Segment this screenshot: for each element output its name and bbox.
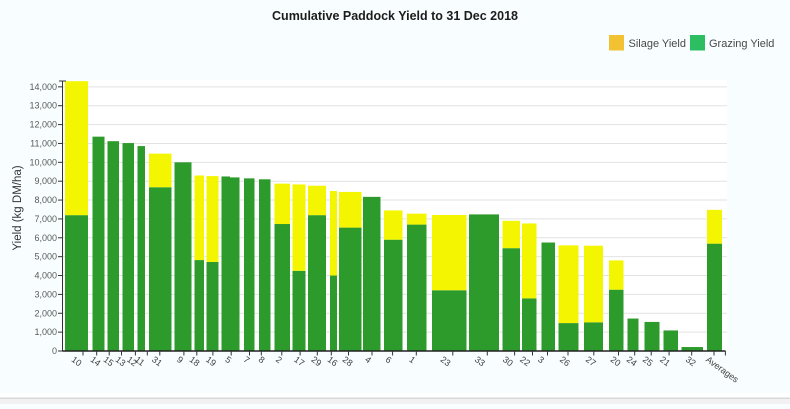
svg-text:5: 5	[223, 354, 233, 365]
svg-text:20: 20	[609, 354, 623, 368]
svg-text:2: 2	[274, 354, 284, 365]
svg-text:Grazing Yield: Grazing Yield	[709, 38, 774, 50]
svg-text:16: 16	[326, 354, 340, 368]
svg-text:7,000: 7,000	[34, 214, 57, 224]
svg-text:Yield (kg DM/ha): Yield (kg DM/ha)	[12, 165, 24, 250]
svg-text:8: 8	[257, 354, 267, 365]
svg-text:21: 21	[658, 354, 672, 368]
svg-text:29: 29	[309, 354, 323, 368]
svg-text:7: 7	[242, 354, 252, 365]
svg-text:Cumulative Paddock Yield to 31: Cumulative Paddock Yield to 31 Dec 2018	[272, 9, 518, 23]
svg-text:22: 22	[518, 354, 532, 368]
svg-text:27: 27	[584, 354, 598, 368]
svg-text:32: 32	[684, 354, 698, 368]
svg-text:Silage Yield: Silage Yield	[629, 38, 687, 50]
svg-text:3,000: 3,000	[34, 289, 57, 299]
svg-text:33: 33	[473, 354, 487, 368]
svg-text:3: 3	[536, 354, 546, 365]
svg-text:17: 17	[292, 354, 306, 368]
svg-text:30: 30	[501, 354, 515, 368]
svg-text:19: 19	[204, 354, 218, 368]
svg-text:4: 4	[363, 354, 373, 365]
svg-text:8,000: 8,000	[34, 195, 57, 205]
svg-text:10,000: 10,000	[29, 157, 57, 167]
svg-text:26: 26	[558, 354, 572, 368]
svg-text:28: 28	[341, 354, 355, 368]
svg-text:13,000: 13,000	[29, 101, 57, 111]
svg-text:14: 14	[89, 354, 103, 368]
svg-text:1: 1	[407, 354, 417, 365]
svg-text:6,000: 6,000	[34, 233, 57, 243]
svg-text:0: 0	[52, 346, 57, 356]
svg-text:15: 15	[102, 354, 116, 368]
svg-text:6: 6	[384, 354, 394, 365]
svg-text:1,000: 1,000	[34, 327, 57, 337]
svg-text:4,000: 4,000	[34, 271, 57, 281]
svg-text:9,000: 9,000	[34, 176, 57, 186]
svg-text:18: 18	[188, 354, 202, 368]
svg-text:23: 23	[439, 354, 453, 368]
svg-text:9: 9	[175, 354, 185, 365]
svg-text:10: 10	[70, 354, 84, 368]
svg-text:2,000: 2,000	[34, 308, 57, 318]
svg-text:31: 31	[150, 354, 164, 368]
svg-text:13: 13	[114, 354, 128, 368]
svg-text:5,000: 5,000	[34, 252, 57, 262]
svg-text:12,000: 12,000	[29, 120, 57, 130]
svg-text:14,000: 14,000	[29, 82, 57, 92]
svg-text:12: 12	[125, 354, 139, 368]
svg-text:25: 25	[641, 354, 655, 368]
svg-text:11,000: 11,000	[30, 138, 57, 148]
svg-text:24: 24	[625, 354, 639, 368]
